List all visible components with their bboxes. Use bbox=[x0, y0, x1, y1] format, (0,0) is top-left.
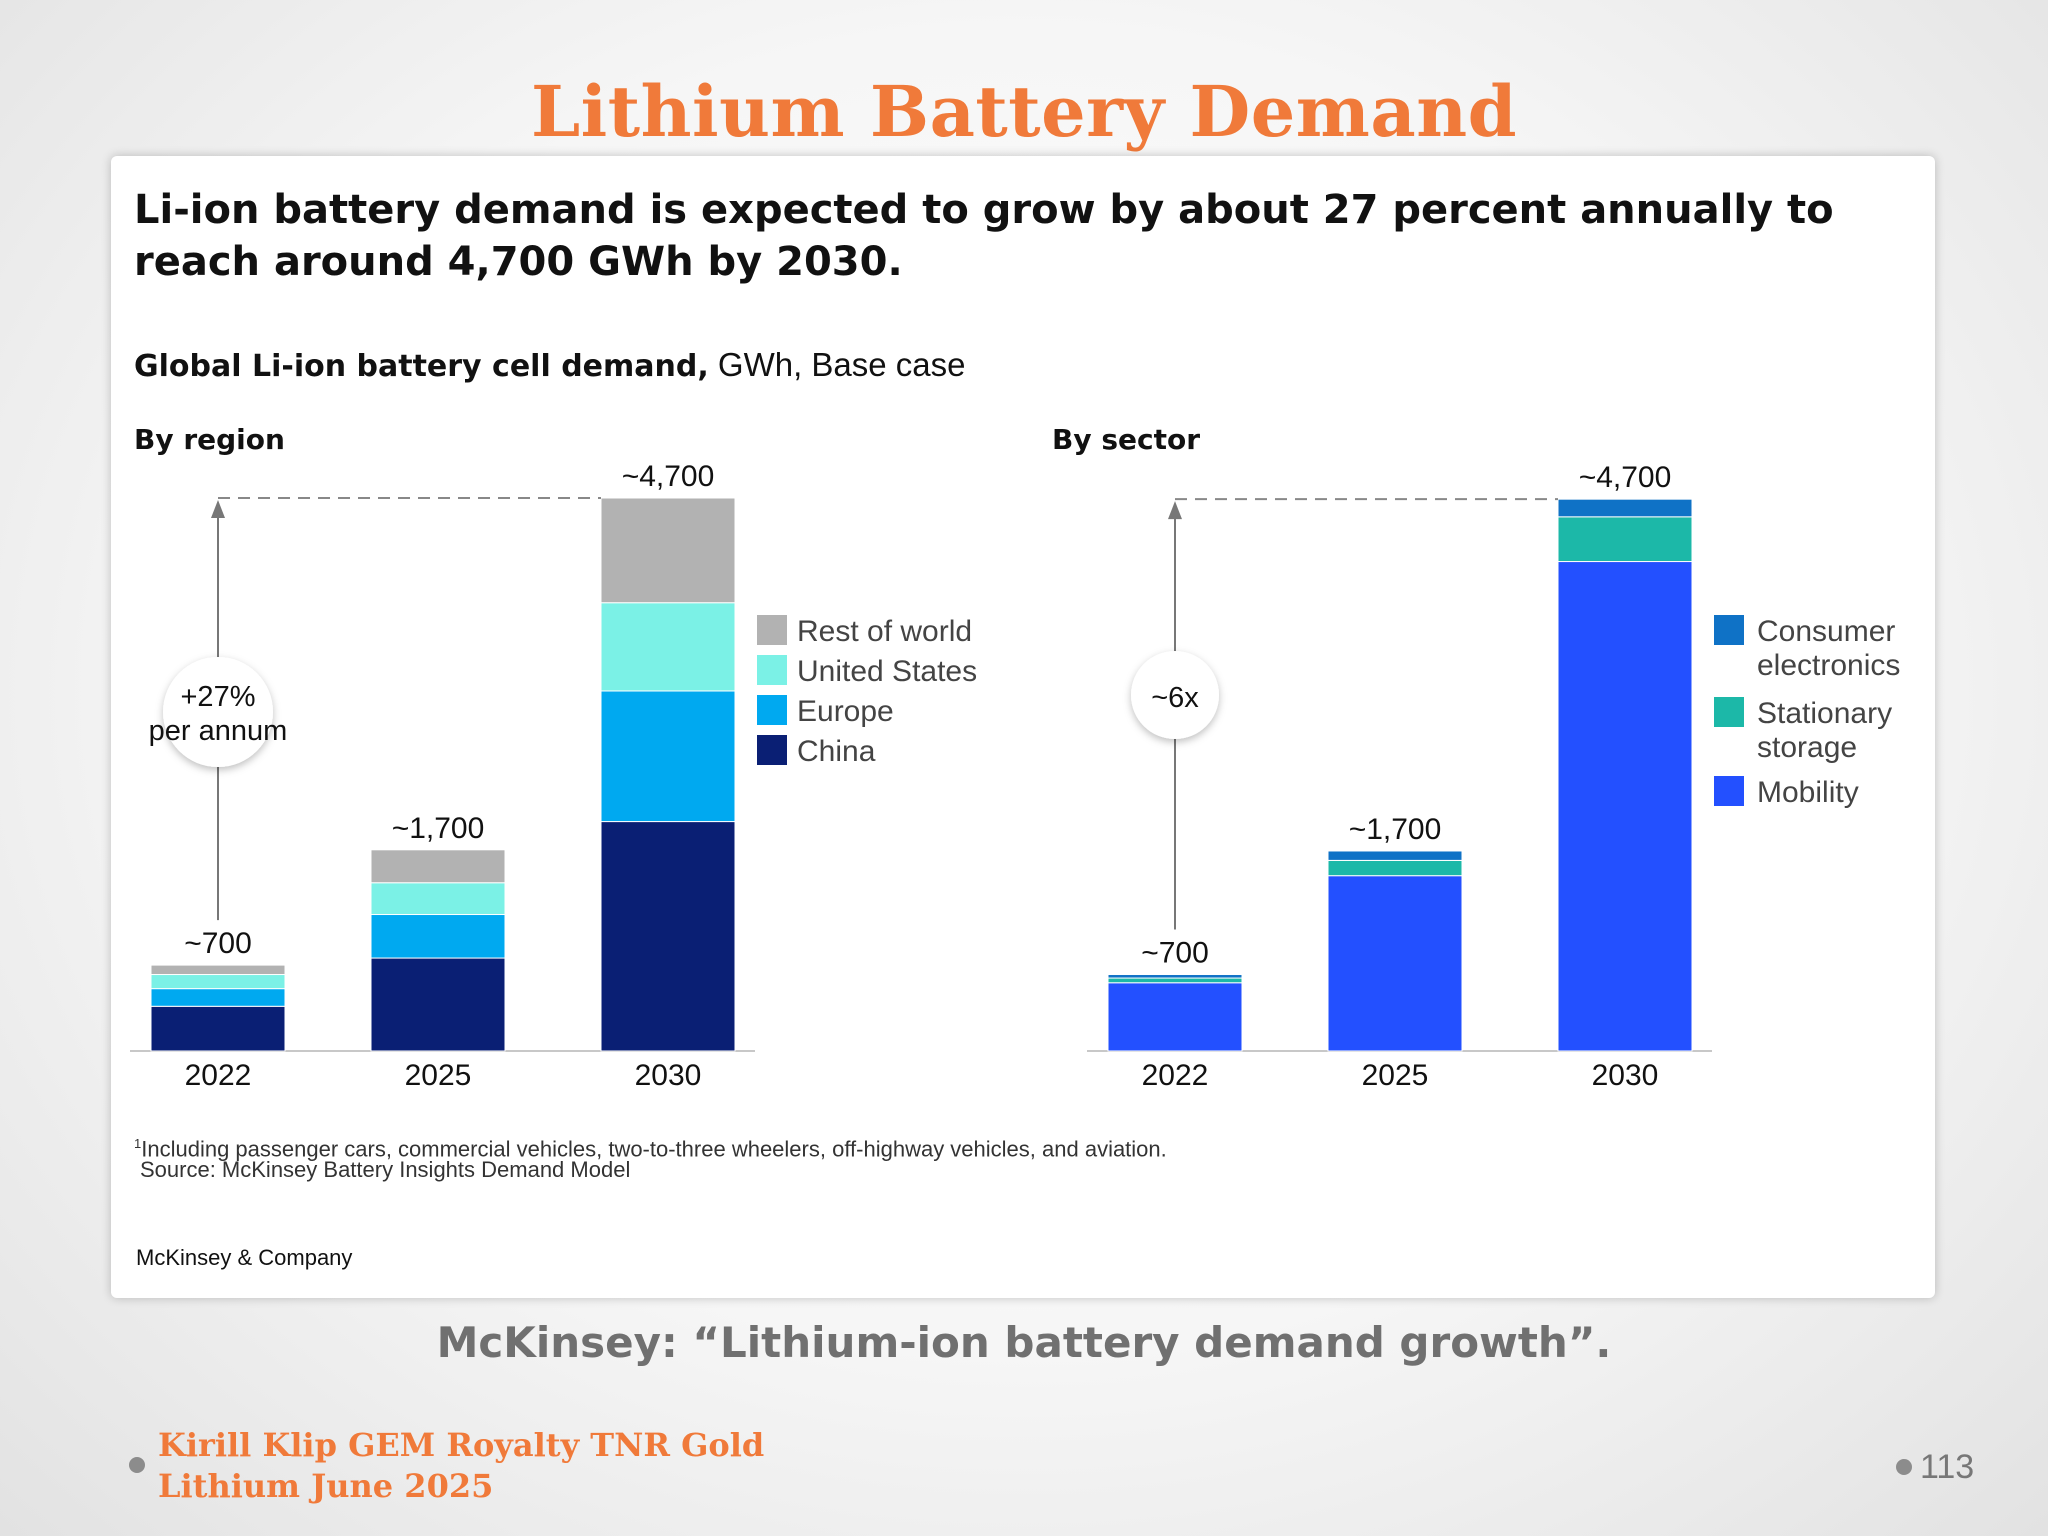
total-label-region-2030: ~4,700 bbox=[622, 460, 715, 493]
slide-title: Lithium Battery Demand bbox=[530, 70, 1518, 153]
page-bullet bbox=[1896, 1459, 1912, 1475]
legend-swatch-region-2 bbox=[757, 695, 787, 725]
legend-label-sector-0-a: Consumer bbox=[1757, 615, 1895, 648]
panel-title-sector: By sector bbox=[1052, 423, 1200, 456]
legend-swatch-region-3 bbox=[757, 735, 787, 765]
bar-segment-region-2030-2 bbox=[600, 602, 736, 692]
legend-label-region-0: Rest of world bbox=[797, 615, 972, 648]
bar-segment-region-2022-3 bbox=[150, 964, 286, 976]
panel-title-region: By region bbox=[134, 423, 285, 456]
annotation-text-region-1: per annum bbox=[149, 715, 288, 747]
annotation-bubble-sector bbox=[1131, 651, 1219, 739]
annotation-bubble-region bbox=[163, 657, 273, 767]
annotation-text-region-0: +27% bbox=[181, 681, 256, 713]
subtitle-rest: GWh, Base case bbox=[708, 346, 966, 383]
total-label-sector-2022: ~700 bbox=[1141, 937, 1209, 970]
category-label-sector-2022: 2022 bbox=[1142, 1059, 1209, 1092]
bar-segment-sector-2022-2 bbox=[1107, 974, 1243, 979]
total-label-sector-2025: ~1,700 bbox=[1349, 813, 1442, 846]
total-label-region-2025: ~1,700 bbox=[392, 812, 485, 845]
legend-label-sector-1-a: Stationary bbox=[1757, 697, 1892, 730]
legend-swatch-sector-0 bbox=[1714, 615, 1744, 645]
page-number: 113 bbox=[1920, 1448, 1975, 1486]
legend-swatch-region-1 bbox=[757, 655, 787, 685]
bar-segment-sector-2030-0 bbox=[1557, 561, 1693, 1052]
bar-segment-region-2025-0 bbox=[370, 957, 506, 1052]
category-label-sector-2025: 2025 bbox=[1362, 1059, 1429, 1092]
legend-label-sector-0-b: electronics bbox=[1757, 649, 1900, 682]
legend-swatch-sector-1 bbox=[1714, 697, 1744, 727]
author-line-1: Kirill Klip GEM Royalty TNR Gold bbox=[158, 1426, 765, 1464]
bar-segment-region-2025-3 bbox=[370, 849, 506, 884]
bar-segment-sector-2022-1 bbox=[1107, 977, 1243, 984]
bar-segment-sector-2030-1 bbox=[1557, 516, 1693, 563]
category-label-region-2030: 2030 bbox=[635, 1059, 702, 1092]
bar-segment-region-2030-1 bbox=[600, 690, 736, 823]
bar-segment-sector-2022-0 bbox=[1107, 982, 1243, 1052]
source-note: Source: McKinsey Battery Insights Demand… bbox=[140, 1157, 631, 1182]
author-bullet bbox=[129, 1457, 145, 1473]
slide-caption: McKinsey: “Lithium-ion battery demand gr… bbox=[436, 1318, 1612, 1367]
headline-line-1: Li-ion battery demand is expected to gro… bbox=[134, 187, 1834, 233]
category-label-sector-2030: 2030 bbox=[1592, 1059, 1659, 1092]
bar-segment-sector-2025-0 bbox=[1327, 875, 1463, 1052]
headline-line-2: reach around 4,700 GWh by 2030. bbox=[134, 239, 903, 285]
total-label-sector-2030: ~4,700 bbox=[1579, 461, 1672, 494]
annotation-text-sector-0: ~6x bbox=[1151, 682, 1199, 714]
bar-segment-region-2022-0 bbox=[150, 1005, 286, 1052]
bar-segment-region-2025-2 bbox=[370, 882, 506, 916]
brand-label: McKinsey & Company bbox=[136, 1245, 353, 1270]
legend-swatch-region-0 bbox=[757, 615, 787, 645]
bar-segment-sector-2030-2 bbox=[1557, 498, 1693, 518]
chart-subtitle: Global Li-ion battery cell demand, GWh, … bbox=[134, 346, 966, 384]
category-label-region-2025: 2025 bbox=[405, 1059, 472, 1092]
author-block: Kirill Klip GEM Royalty TNR Gold Lithium… bbox=[158, 1425, 764, 1507]
legend-label-sector-2-a: Mobility bbox=[1757, 776, 1859, 809]
growth-arrow-head-region bbox=[211, 500, 225, 518]
legend-label-region-2: Europe bbox=[797, 695, 894, 728]
footnote-marker: 1 bbox=[134, 1136, 142, 1151]
legend-label-region-1: United States bbox=[797, 655, 977, 688]
figure-headline: Li-ion battery demand is expected to gro… bbox=[134, 184, 1834, 288]
total-label-region-2022: ~700 bbox=[184, 927, 252, 960]
bar-segment-region-2025-1 bbox=[370, 914, 506, 959]
category-label-region-2022: 2022 bbox=[185, 1059, 252, 1092]
growth-arrow-head-sector bbox=[1168, 501, 1182, 520]
bar-segment-region-2022-1 bbox=[150, 988, 286, 1007]
author-line-2: Lithium June 2025 bbox=[158, 1467, 494, 1505]
footnote: 1Including passenger cars, commercial ve… bbox=[134, 1131, 1167, 1162]
legend-label-sector-1-b: storage bbox=[1757, 731, 1857, 764]
bar-segment-sector-2025-1 bbox=[1327, 859, 1463, 877]
legend-label-region-3: China bbox=[797, 735, 876, 768]
footnote-text: Including passenger cars, commercial veh… bbox=[141, 1136, 1167, 1162]
bar-segment-sector-2025-2 bbox=[1327, 850, 1463, 861]
bar-segment-region-2022-2 bbox=[150, 974, 286, 990]
legend-swatch-sector-2 bbox=[1714, 776, 1744, 806]
bar-segment-region-2030-0 bbox=[600, 821, 736, 1052]
bar-segment-region-2030-3 bbox=[600, 497, 736, 604]
subtitle-bold: Global Li-ion battery cell demand, bbox=[134, 349, 709, 384]
